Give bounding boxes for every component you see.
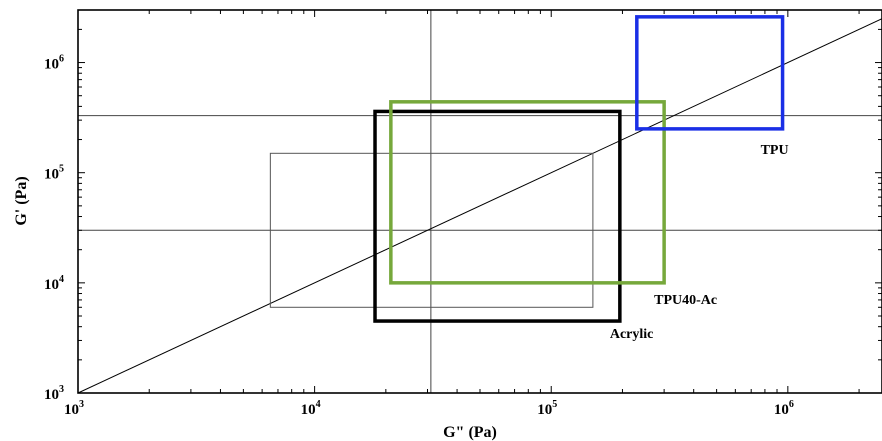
y-axis-title: G' (Pa) [13,176,30,225]
axes [77,9,882,394]
x-tick-label: 103 [64,399,84,418]
region-tpu40-ac [389,100,666,285]
region-unlabeled [269,152,594,308]
region-label-acrylic: Acrylic [610,327,654,342]
labels: G" (Pa) G' (Pa) Acrylic TPU40-Ac TPU 103 104… [13,54,794,441]
diagonal-line [77,18,882,394]
x-tick-label: 104 [301,399,321,418]
plot-frame [77,9,882,394]
x-tick-label: 105 [537,399,557,418]
y-tick-label: 106 [44,54,64,73]
y-tick-label: 103 [44,384,64,403]
y-tick-label: 105 [44,164,64,183]
region-acrylic [373,109,622,323]
region-label-tpu: TPU [761,143,789,158]
region-label-tpu40-ac: TPU40-Ac [654,293,717,308]
region-tpu [635,15,785,131]
x-axis-title: G" (Pa) [443,424,497,441]
reference-lines [77,10,882,394]
x-tick-label: 106 [774,399,794,418]
y-tick-label: 104 [44,274,64,293]
regions [269,15,785,323]
